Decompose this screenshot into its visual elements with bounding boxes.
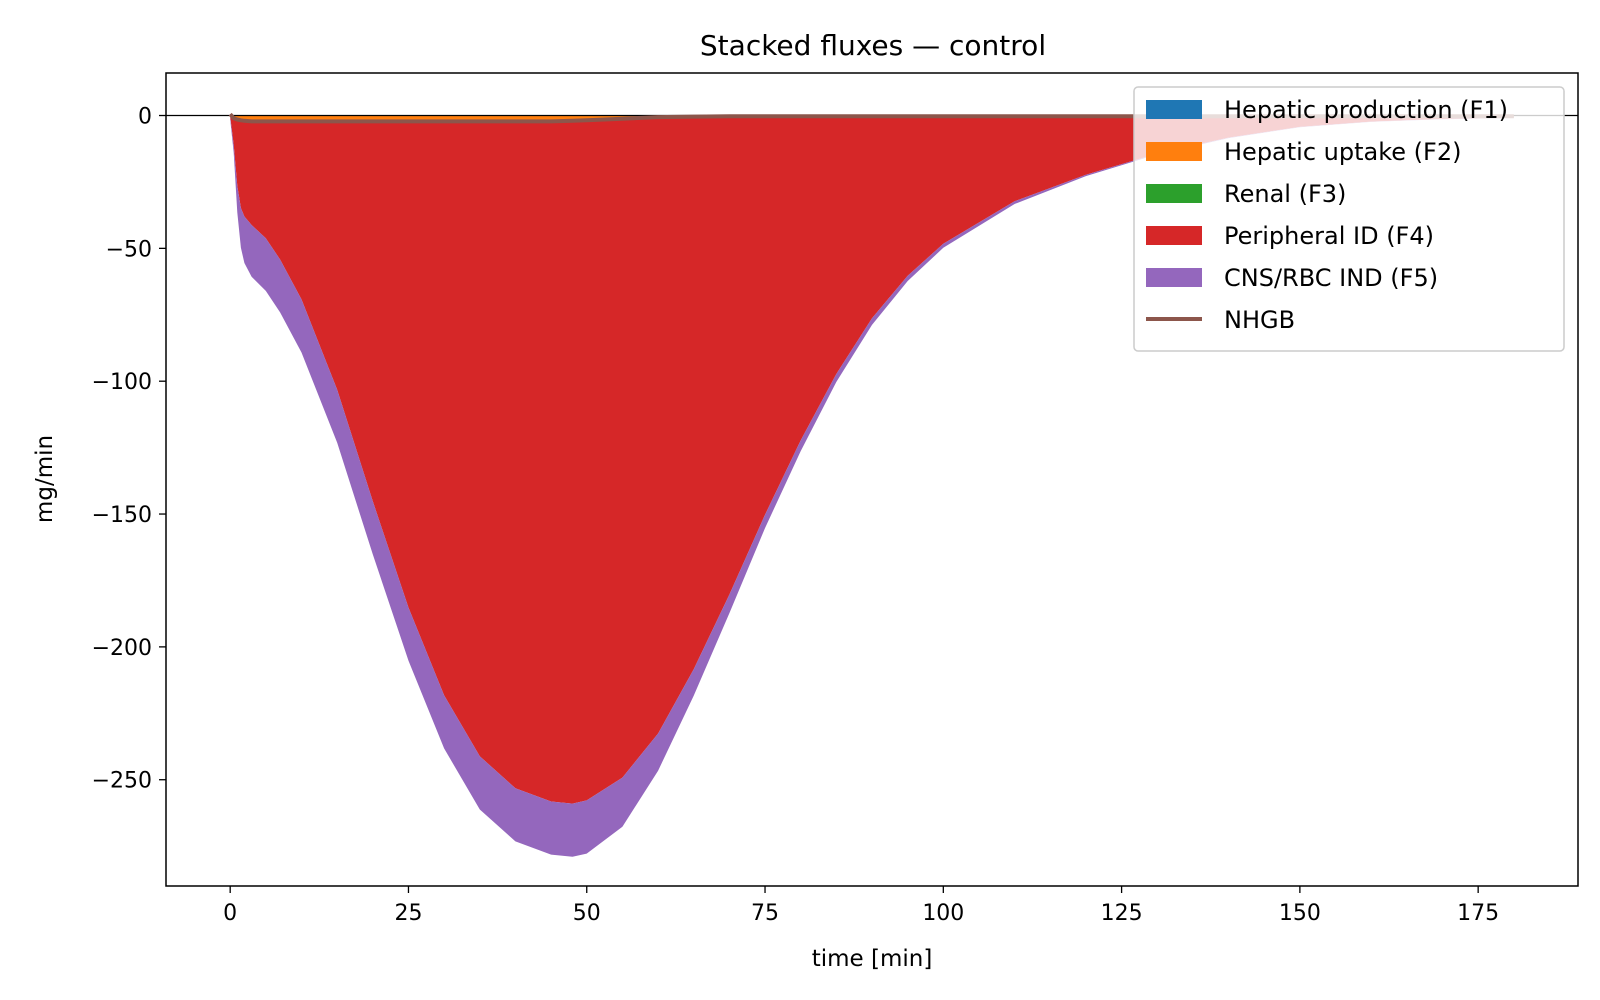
x-tick-label: 175: [1457, 901, 1499, 926]
x-axis: 0 25 50 75 100 125 150 175: [223, 886, 1499, 926]
y-tick-label: 0: [138, 105, 152, 130]
x-tick-label: 25: [394, 901, 422, 926]
plot-frame: [165, 72, 1579, 887]
y-tick-label: −250: [92, 769, 152, 794]
legend-label-cns-rbc-ind-f5: CNS/RBC IND (F5): [1224, 264, 1438, 292]
x-tick-label: 0: [223, 901, 237, 926]
y-axis: 0 −50 −100 −150 −200 −250: [92, 105, 166, 794]
legend-swatch-hepatic-uptake-f2: [1146, 142, 1202, 161]
x-axis-label: time [min]: [812, 946, 933, 972]
y-tick-label: −50: [106, 237, 152, 262]
chart-title: Stacked fluxes — control: [700, 29, 1046, 62]
x-tick-label: 50: [573, 901, 601, 926]
legend-swatch-peripheral-id-f4: [1146, 226, 1202, 245]
legend-swatch-hepatic-production-f1: [1146, 100, 1202, 119]
x-tick-label: 150: [1279, 901, 1321, 926]
y-axis-label: mg/min: [32, 435, 58, 523]
legend-label-hepatic-uptake-f2: Hepatic uptake (F2): [1224, 138, 1461, 166]
legend-label-renal-f3: Renal (F3): [1224, 180, 1346, 208]
x-tick-label: 75: [751, 901, 779, 926]
legend-label-hepatic-production-f1: Hepatic production (F1): [1224, 96, 1508, 124]
y-tick-label: −100: [92, 370, 152, 395]
legend-box: [1133, 86, 1565, 352]
area-peripheral-id-f4: [230, 114, 1514, 804]
x-tick-label: 100: [922, 901, 964, 926]
legend: Hepatic production (F1) Hepatic uptake (F…: [1133, 86, 1565, 352]
y-tick-label: −200: [92, 636, 152, 661]
legend-swatch-renal-f3: [1146, 184, 1202, 203]
legend-label-nhgb: NHGB: [1224, 306, 1295, 334]
x-tick-label: 125: [1101, 901, 1143, 926]
y-tick-label: −150: [92, 503, 152, 528]
legend-swatch-cns-rbc-ind-f5: [1146, 268, 1202, 287]
line-nhgb: [228, 112, 1514, 124]
legend-label-peripheral-id-f4: Peripheral ID (F4): [1224, 222, 1434, 250]
